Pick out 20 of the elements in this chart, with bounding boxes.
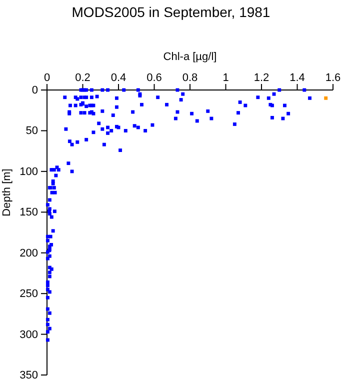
y-tick-label: 0 — [32, 84, 38, 97]
y-tick-label: 300 — [20, 328, 38, 341]
x-tick-label: 0.6 — [146, 72, 162, 84]
y-tick-label: 150 — [20, 206, 38, 219]
x-tick-label: 0.4 — [110, 72, 126, 84]
x-axis-title: Chl-a [µg/l] — [163, 51, 217, 63]
y-tick-label: 100 — [20, 166, 38, 178]
y-tick-label: 250 — [20, 288, 38, 300]
x-tick-label: 0 — [44, 72, 50, 84]
y-tick-label: 350 — [20, 370, 38, 382]
x-tick-label: 1 — [222, 72, 229, 84]
y-tick-label: 200 — [20, 247, 38, 260]
x-tick-label: 1.2 — [254, 72, 270, 84]
chart-title: MODS2005 in September, 1981 — [72, 4, 270, 20]
y-tick-label: 50 — [26, 125, 38, 138]
x-tick-label: 1.4 — [290, 72, 305, 84]
x-tick-label: 1.6 — [325, 72, 341, 84]
x-tick-label: 0.8 — [182, 72, 198, 84]
y-axis-title: Depth [m] — [1, 168, 13, 216]
x-tick-label: 0.2 — [75, 72, 90, 84]
